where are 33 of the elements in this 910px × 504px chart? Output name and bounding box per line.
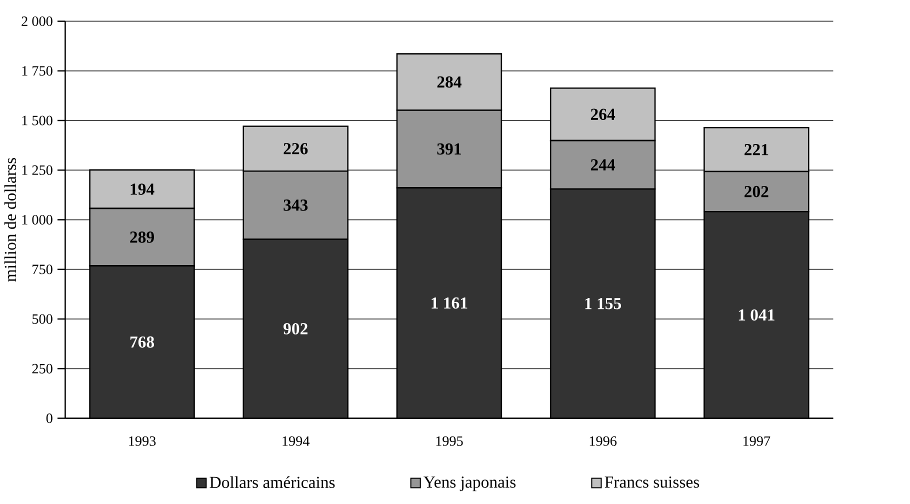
legend-label: Francs suisses [604,476,700,488]
legend-label: Yens japonais [424,476,516,492]
data-label: 194 [130,183,154,195]
y-axis-title: million de dollarss [4,158,16,282]
data-label: 1 041 [738,309,774,320]
x-tick-label: 1994 [282,436,310,446]
y-tick-label: 1 000 [22,214,52,224]
y-tick-label: 250 [32,364,52,374]
y-tick-label: 0 [46,413,52,423]
data-label: 768 [130,336,154,348]
x-tick-label: 1993 [129,436,156,446]
data-label: 244 [590,159,616,170]
data-label: 284 [437,76,462,88]
data-label: 902 [284,322,308,334]
data-label: 264 [590,108,616,120]
data-label: 391 [437,143,461,154]
data-label: 226 [284,142,308,154]
y-tick-label: 1 250 [22,165,52,175]
data-label: 1 155 [585,298,622,310]
x-tick-label: 1997 [743,436,770,446]
y-tick-label: 1 500 [22,116,52,126]
data-label: 202 [744,186,768,198]
x-tick-label: 1995 [436,436,463,446]
data-label: 289 [130,231,154,243]
data-label: 221 [744,144,768,156]
y-tick-label: 2 000 [22,16,52,26]
y-tick-label: 500 [32,314,52,324]
y-tick-label: 1 750 [22,66,52,76]
x-tick-label: 1996 [590,436,617,446]
data-label: 1 161 [432,297,468,309]
data-label: 343 [284,199,308,211]
legend-label: Dollars américains [210,476,335,488]
y-tick-label: 750 [32,264,52,274]
